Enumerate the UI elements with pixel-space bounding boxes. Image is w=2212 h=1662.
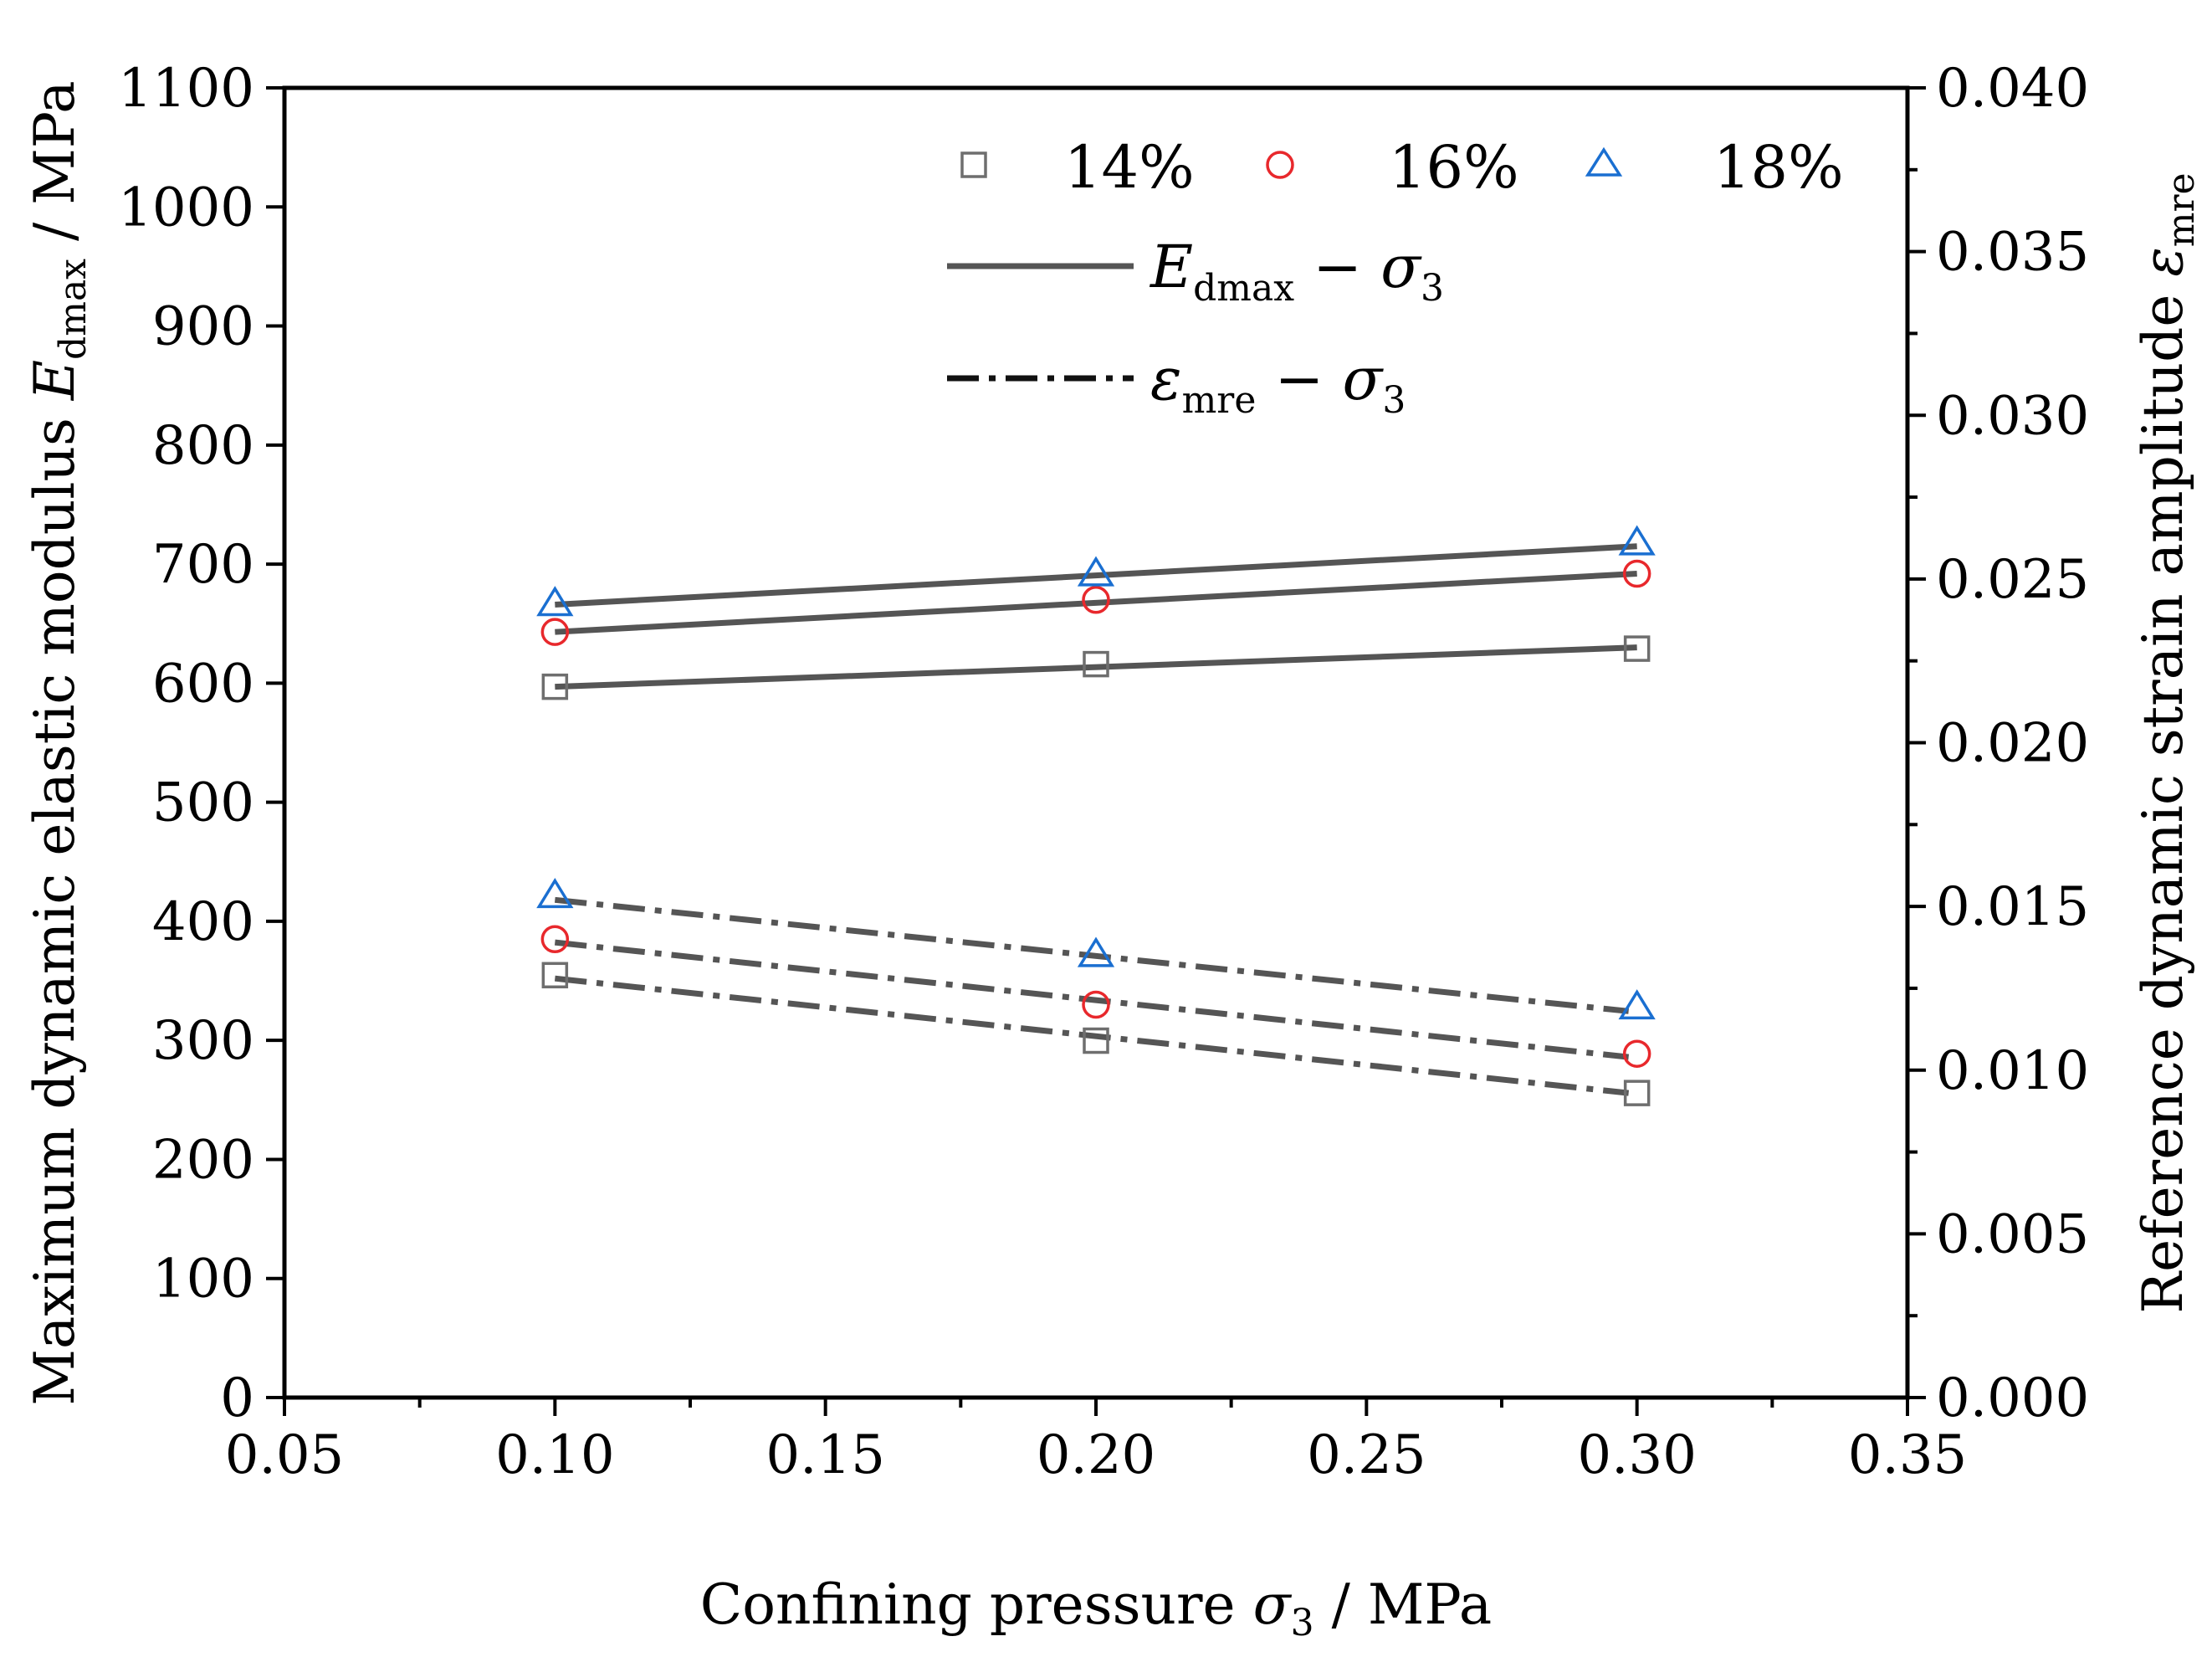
data-markers xyxy=(536,525,1656,1106)
emre-point-18% xyxy=(1077,936,1115,967)
x-tick-label: 0.35 xyxy=(1848,1424,1968,1486)
edmax-point-14% xyxy=(1623,635,1651,662)
edmax-point-16% xyxy=(1622,559,1651,588)
emre-point-16% xyxy=(1082,990,1110,1019)
y-left-tick-label: 700 xyxy=(152,534,254,596)
axis-ticks: 0.05 0.10 0.15 0.20 0.25 0.30 0.35 0 100 200 300 40… xyxy=(118,58,2089,1486)
y-left-tick-label: 400 xyxy=(152,891,254,953)
y-right-axis-title: Reference dynamic strain amplitude εmre xyxy=(2131,172,2203,1313)
y-left-tick-label: 800 xyxy=(152,415,254,477)
legend-label-18: 18% xyxy=(1713,133,1844,202)
y-right-tick-label: 0.030 xyxy=(1936,385,2089,447)
legend-marker-14 xyxy=(960,151,987,178)
edmax-point-16% xyxy=(540,618,570,646)
legend-label-14: 14% xyxy=(1064,133,1195,202)
y-right-tick-label: 0.005 xyxy=(1936,1203,2089,1265)
y-right-tick-label: 0.015 xyxy=(1936,876,2089,938)
y-right-tick-label: 0.020 xyxy=(1936,713,2089,775)
edmax-point-16% xyxy=(1082,586,1110,614)
edmax-point-18% xyxy=(1618,525,1656,556)
emre-point-16% xyxy=(540,925,570,953)
legend-label-emre: εmre − σ3 xyxy=(1150,345,1406,422)
y-left-tick-label: 600 xyxy=(152,653,254,715)
emre-fit-line-18% xyxy=(554,896,1630,1014)
edmax-fit-line-14% xyxy=(555,644,1637,690)
emre-point-16% xyxy=(1622,1039,1651,1068)
y-left-tick-label: 1000 xyxy=(118,177,254,239)
y-right-tick-label: 0.010 xyxy=(1936,1040,2089,1102)
fit-lines xyxy=(554,543,1637,1096)
x-tick-label: 0.20 xyxy=(1037,1424,1156,1486)
edmax-fit-line-16% xyxy=(555,570,1637,635)
emre-point-14% xyxy=(1083,1027,1109,1054)
x-tick-label: 0.05 xyxy=(225,1424,345,1486)
y-left-tick-label: 500 xyxy=(152,772,254,834)
y-left-tick-label: 300 xyxy=(152,1010,254,1072)
legend-marker-18 xyxy=(1585,146,1623,177)
y-right-tick-label: 0.035 xyxy=(1936,222,2089,284)
y-left-tick-label: 0 xyxy=(220,1367,254,1429)
y-right-tick-label: 0.025 xyxy=(1936,549,2089,611)
legend-marker-16 xyxy=(1266,151,1294,179)
emre-fit-line-16% xyxy=(554,939,1630,1060)
emre-point-14% xyxy=(541,962,569,989)
edmax-point-18% xyxy=(536,586,574,617)
emre-point-14% xyxy=(1623,1080,1651,1106)
x-tick-label: 0.10 xyxy=(495,1424,615,1486)
y-right-tick-label: 0.000 xyxy=(1936,1367,2089,1429)
y-right-tick-label: 0.040 xyxy=(1936,58,2089,120)
edmax-point-18% xyxy=(1077,556,1115,587)
y-left-tick-label: 200 xyxy=(152,1129,254,1191)
y-left-tick-label: 100 xyxy=(152,1249,254,1311)
legend: 14% 16% 18% Edmax − σ3 εmre − σ3 xyxy=(947,133,1844,422)
y-left-axis-title: Maximum dynamic elastic modulus Edmax / … xyxy=(23,80,95,1405)
legend-label-edmax: Edmax − σ3 xyxy=(1149,233,1444,310)
x-tick-label: 0.30 xyxy=(1577,1424,1697,1486)
emre-point-18% xyxy=(536,878,574,909)
plot-frame xyxy=(282,85,1910,1400)
edmax-point-14% xyxy=(541,673,569,700)
x-tick-label: 0.15 xyxy=(765,1424,885,1486)
y-left-tick-label: 1100 xyxy=(118,58,254,120)
x-axis-title: Confining pressure σ3 / MPa xyxy=(700,1572,1492,1644)
emre-fit-line-14% xyxy=(554,975,1630,1096)
x-tick-label: 0.25 xyxy=(1307,1424,1426,1486)
emre-point-18% xyxy=(1618,989,1656,1020)
legend-label-16: 16% xyxy=(1389,133,1519,202)
y-left-tick-label: 900 xyxy=(152,296,254,358)
edmax-point-14% xyxy=(1083,650,1109,678)
edmax-fit-line-18% xyxy=(555,543,1637,608)
